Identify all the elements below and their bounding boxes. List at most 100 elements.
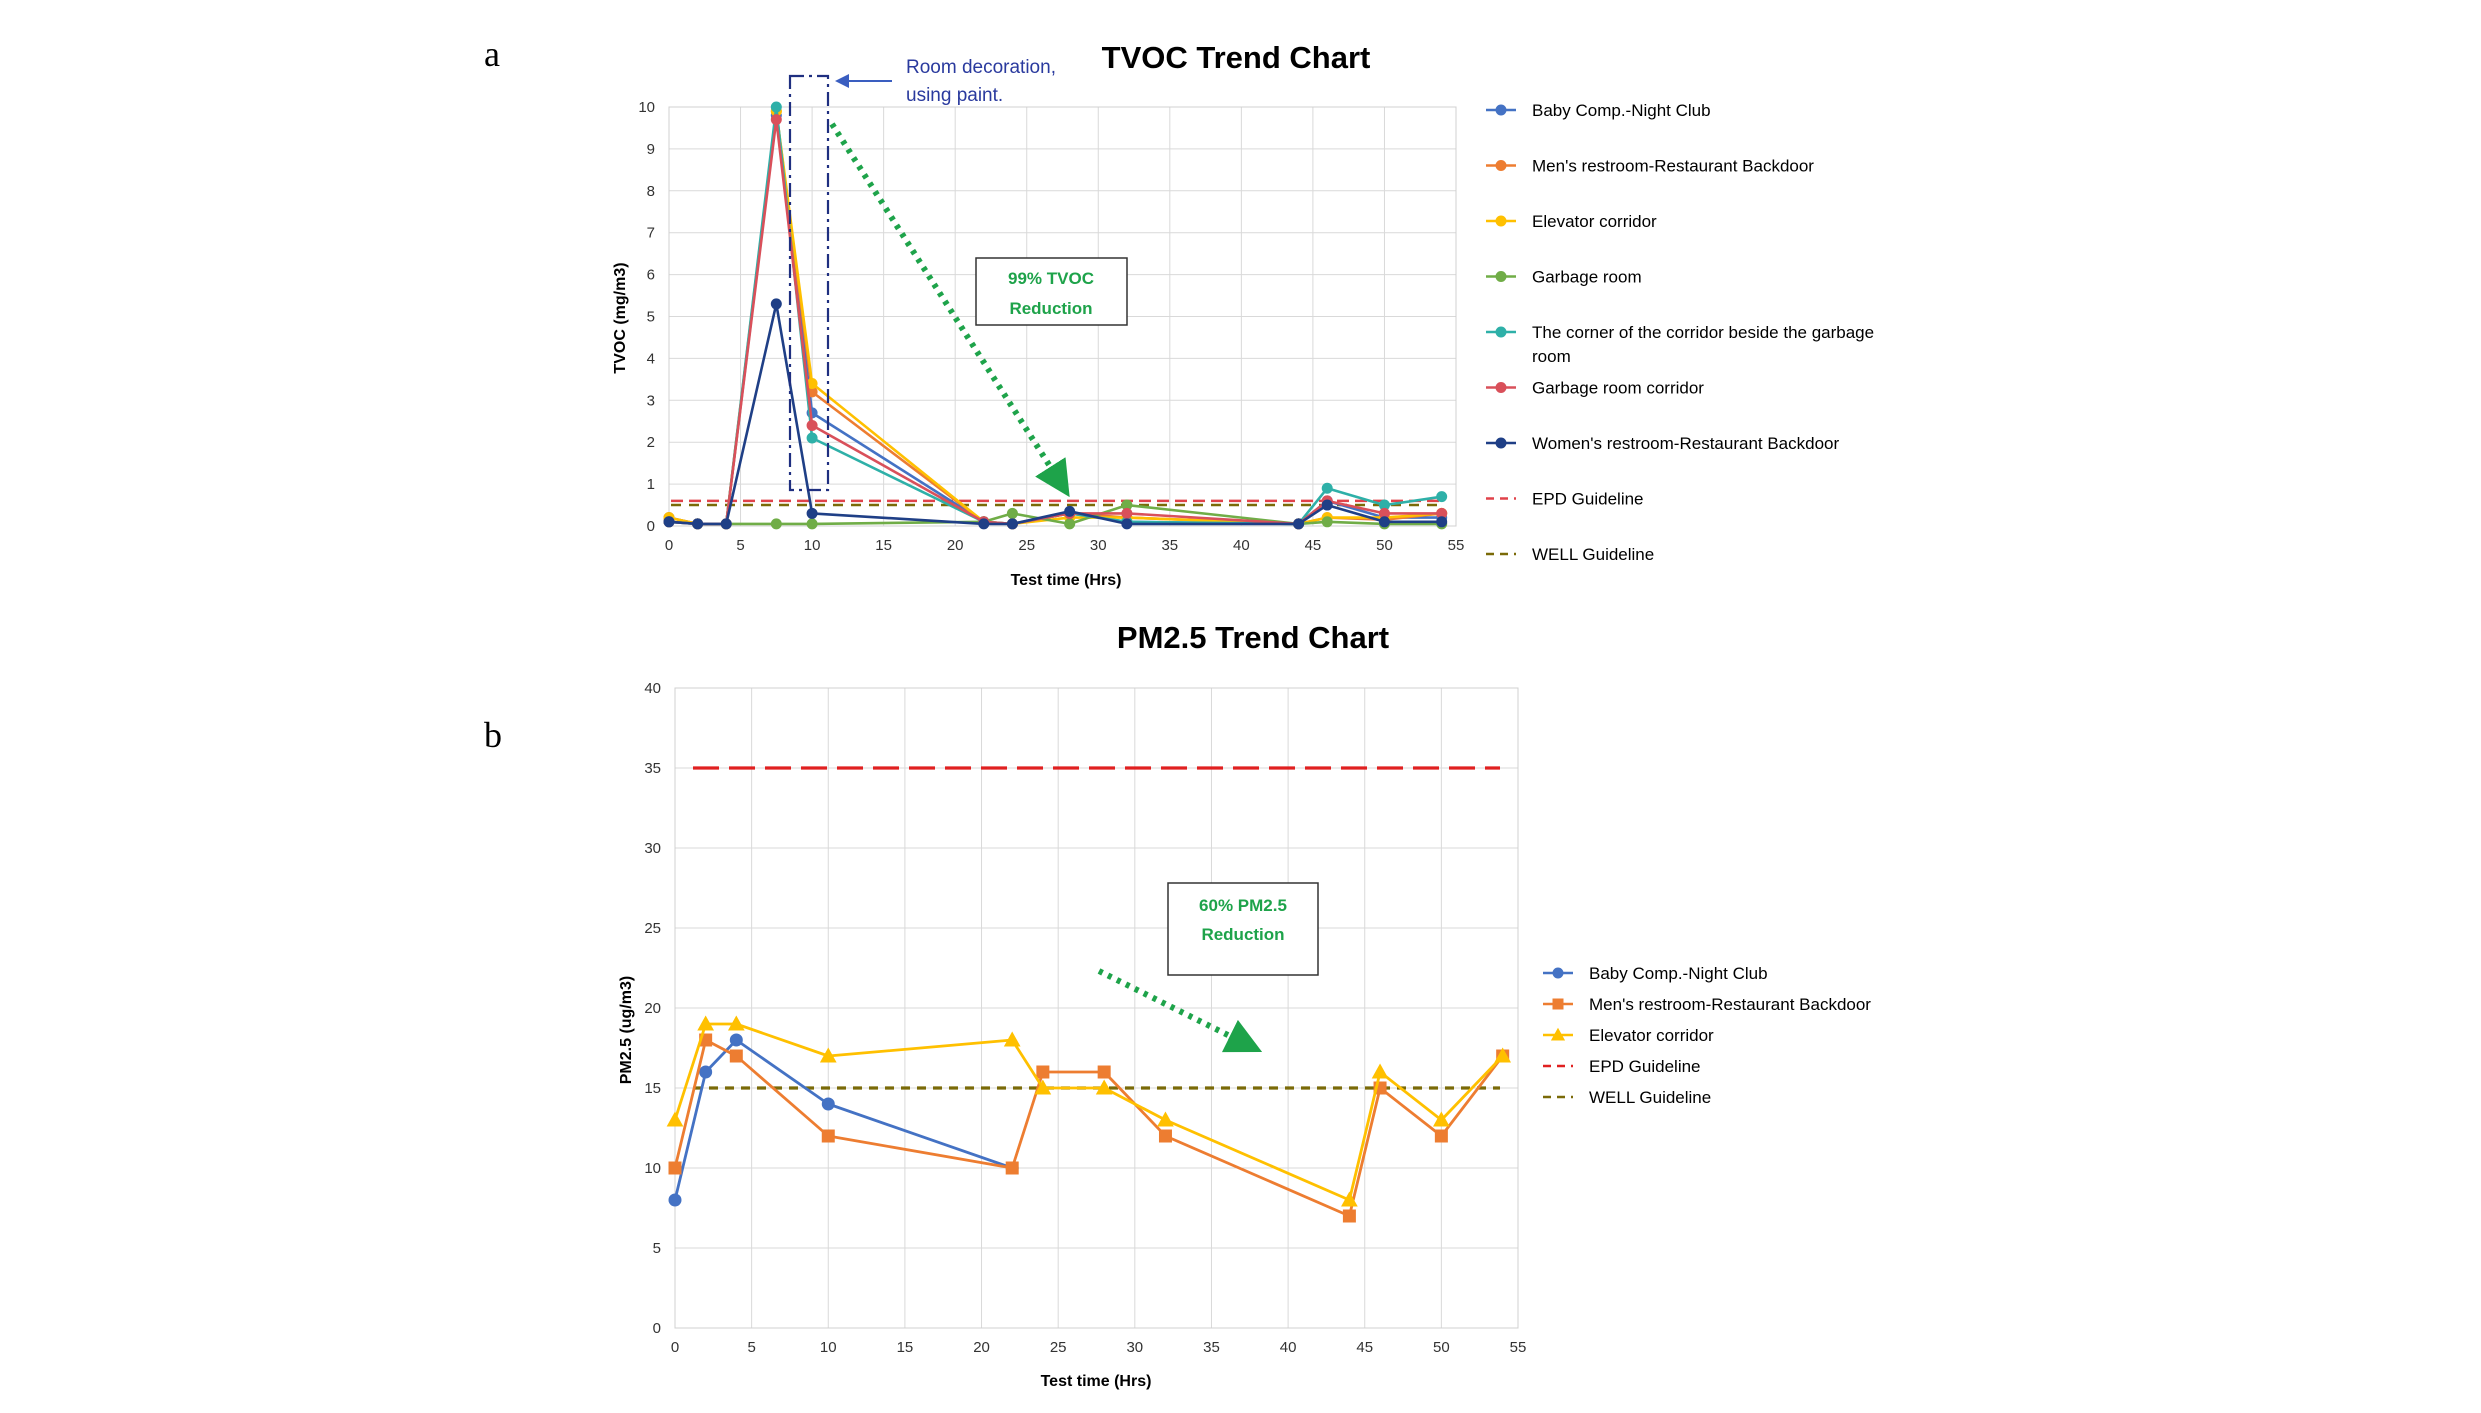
- tvoc-legend-marker: [1495, 382, 1507, 393]
- pm25-point: [1342, 1209, 1356, 1223]
- pm25-line-elevator-corridor: [673, 1022, 1504, 1202]
- pm25-y-tick-label: 30: [644, 840, 661, 857]
- tvoc-point: [1321, 482, 1333, 494]
- pm25-point: [1003, 1031, 1021, 1047]
- pm25-legend: Baby Comp.-Night Club Men's restroom-Rest…: [1543, 964, 1871, 1107]
- tvoc-x-tick-label: 15: [875, 537, 892, 554]
- tvoc-point: [720, 518, 732, 530]
- pm25-tick-labels: 0 5 10 15 20 25 30 35 40 45 50 55 0 5 10 15 20 25 30 35 40: [644, 680, 1526, 1356]
- tvoc-x-tick-label: 45: [1305, 537, 1322, 554]
- tvoc-plot-area: [668, 106, 1457, 527]
- pm25-legend-marker: [1552, 998, 1564, 1010]
- pm25-y-tick-label: 5: [653, 1240, 661, 1257]
- tvoc-decoration-box: [788, 74, 830, 492]
- tvoc-decoration-text-1: Room decoration,: [906, 57, 1056, 78]
- tvoc-y-tick-label: 0: [647, 518, 655, 535]
- pm25-y-tick-label: 15: [644, 1080, 661, 1097]
- tvoc-point: [770, 114, 782, 126]
- tvoc-point: [806, 507, 818, 519]
- tvoc-guidelines: [671, 499, 1444, 507]
- pm25-x-tick-label: 15: [897, 1339, 914, 1356]
- tvoc-x-tick-label: 20: [947, 537, 964, 554]
- tvoc-x-tick-label: 10: [804, 537, 821, 554]
- tvoc-x-tick-label: 5: [736, 537, 744, 554]
- pm25-grid: [674, 687, 1519, 1329]
- pm25-legend-label: EPD Guideline: [1589, 1057, 1701, 1076]
- pm25-reduction-text-1: 60% PM2.5: [1199, 896, 1287, 915]
- pm25-y-tick-label: 40: [644, 680, 661, 697]
- tvoc-chart: TVOC Trend Chart 0 5 10 15 20 25 30 35 40 45 50 550…: [612, 40, 1874, 589]
- tvoc-point: [692, 518, 704, 530]
- tvoc-y-tick-label: 9: [647, 141, 655, 158]
- tvoc-point: [806, 432, 818, 444]
- tvoc-y-tick-label: 7: [647, 225, 655, 242]
- pm25-y-tick-label: 0: [653, 1320, 661, 1337]
- tvoc-x-tick-label: 25: [1018, 537, 1035, 554]
- pm25-point: [729, 1033, 743, 1047]
- tvoc-legend-marker: [1495, 160, 1507, 171]
- pm25-series-lines: [666, 1015, 1512, 1223]
- tvoc-legend-item-men-s-restroom-restaurant-backdoor: Men's restroom-Restaurant Backdoor: [1486, 157, 1814, 176]
- pm25-legend-item-men-s-restroom-restaurant-backdoor: Men's restroom-Restaurant Backdoor: [1543, 995, 1871, 1014]
- tvoc-x-tick-label: 40: [1233, 537, 1250, 554]
- pm25-legend-marker: [1550, 1027, 1566, 1041]
- tvoc-y-tick-label: 3: [647, 392, 655, 409]
- pm25-line-baby-comp-night-club: [673, 1038, 1013, 1201]
- pm25-x-tick-label: 20: [973, 1339, 990, 1356]
- pm25-point: [1434, 1129, 1448, 1143]
- pm25-x-tick-label: 25: [1050, 1339, 1067, 1356]
- pm25-reduction-text-2: Reduction: [1201, 925, 1284, 944]
- tvoc-decoration-text-2: using paint.: [906, 85, 1003, 106]
- tvoc-legend-label: Baby Comp.-Night Club: [1532, 101, 1711, 120]
- pm25-point: [821, 1129, 835, 1143]
- pm25-point: [668, 1161, 682, 1175]
- pm25-point: [819, 1047, 837, 1063]
- pm25-x-tick-label: 10: [820, 1339, 837, 1356]
- tvoc-series-women-s-restroom-restaurant-backdoor: [663, 298, 1448, 530]
- tvoc-y-tick-label: 6: [647, 267, 655, 284]
- tvoc-point: [1321, 516, 1333, 528]
- tvoc-point: [806, 419, 818, 431]
- tvoc-legend-item-well-guideline: WELL Guideline: [1486, 545, 1654, 564]
- tvoc-x-axis-label: Test time (Hrs): [1011, 572, 1122, 589]
- tvoc-legend-label: The corner of the corridor beside the ga…: [1532, 323, 1874, 342]
- pm25-point: [1005, 1161, 1019, 1175]
- tvoc-y-tick-label: 2: [647, 434, 655, 451]
- pm25-series-men-s-restroom-restaurant-backdoor: [668, 1033, 1510, 1223]
- pm25-legend-label: Elevator corridor: [1589, 1026, 1714, 1045]
- pm25-legend-item-well-guideline: WELL Guideline: [1543, 1088, 1711, 1107]
- pm25-point: [666, 1111, 684, 1127]
- tvoc-reduction-text-1: 99% TVOC: [1008, 269, 1094, 288]
- tvoc-y-tick-label: 10: [638, 99, 655, 116]
- pm25-x-axis-label: Test time (Hrs): [1041, 1373, 1152, 1390]
- pm25-point: [1371, 1063, 1389, 1079]
- tvoc-legend-label: Women's restroom-Restaurant Backdoor: [1532, 434, 1840, 453]
- pm25-point: [1157, 1111, 1174, 1127]
- pm25-chart: PM2.5 Trend Chart 0 5 10 15 20 25 30 35 40 45 50 55…: [618, 620, 1871, 1390]
- tvoc-x-tick-label: 30: [1090, 537, 1107, 554]
- tvoc-legend-item-women-s-restroom-restaurant-backdoor: Women's restroom-Restaurant Backdoor: [1486, 434, 1840, 453]
- pm25-point: [1341, 1191, 1358, 1207]
- pm25-legend-label: Men's restroom-Restaurant Backdoor: [1589, 995, 1871, 1014]
- pm25-x-tick-label: 55: [1510, 1339, 1527, 1356]
- tvoc-point: [1293, 518, 1305, 530]
- tvoc-point: [1321, 499, 1333, 511]
- tvoc-reduction-arrow: [829, 122, 1070, 498]
- tvoc-legend-label: Elevator corridor: [1532, 212, 1657, 231]
- pm25-point: [1097, 1065, 1111, 1079]
- pm25-point: [697, 1015, 715, 1031]
- pm25-y-tick-label: 35: [644, 760, 661, 777]
- tvoc-point: [1006, 507, 1018, 519]
- tvoc-point: [1378, 516, 1390, 528]
- pm25-point: [1095, 1079, 1113, 1095]
- pm25-y-tick-label: 10: [644, 1160, 661, 1177]
- tvoc-legend-item-epd-guideline: EPD Guideline: [1486, 490, 1644, 509]
- tvoc-point: [1121, 507, 1133, 519]
- tvoc-x-tick-label: 55: [1448, 537, 1465, 554]
- pm25-x-tick-label: 30: [1126, 1339, 1143, 1356]
- pm25-plot-area: [674, 687, 1519, 1329]
- tvoc-series-lines: [663, 101, 1448, 530]
- pm25-x-tick-label: 0: [671, 1339, 679, 1356]
- tvoc-legend-label: Garbage room: [1532, 268, 1642, 287]
